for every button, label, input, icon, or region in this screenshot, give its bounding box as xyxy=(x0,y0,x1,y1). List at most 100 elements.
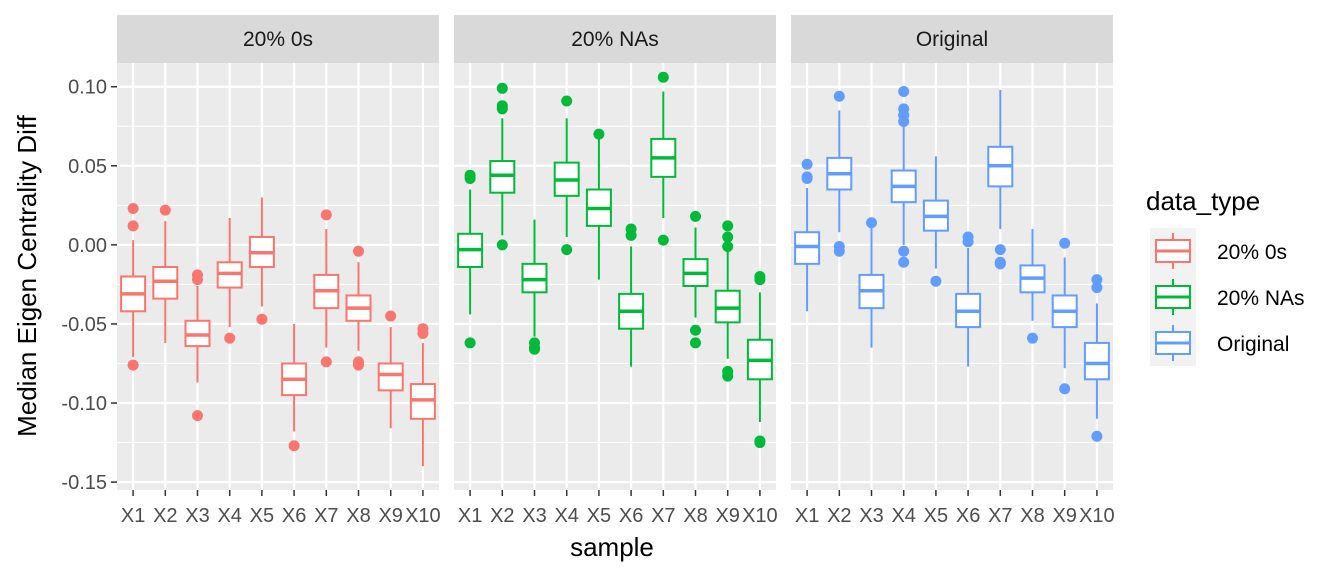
box-X6 xyxy=(281,323,308,452)
box-X6 xyxy=(955,231,982,367)
outlier-point xyxy=(657,71,669,83)
x-tick-label: X3 xyxy=(859,505,883,527)
x-tick-label: X8 xyxy=(683,505,707,527)
legend-label: Original xyxy=(1217,333,1289,356)
box-X4 xyxy=(216,217,243,344)
x-tick-label: X7 xyxy=(314,505,338,527)
outlier-point xyxy=(722,231,734,243)
x-tick-label: X2 xyxy=(490,505,514,527)
panel-background xyxy=(454,63,776,490)
x-tick-label: X9 xyxy=(1052,505,1076,527)
x-tick-label: X10 xyxy=(1079,505,1115,527)
outlier-point xyxy=(722,220,734,232)
outlier-point xyxy=(801,172,813,184)
box-X5 xyxy=(585,128,612,280)
legend-entry: Original xyxy=(1150,320,1289,366)
box-X5 xyxy=(922,156,949,287)
outlier-point xyxy=(930,275,942,287)
facet-strip xyxy=(791,15,1113,63)
facet-strip xyxy=(454,15,776,63)
y-tick-label: -0.05 xyxy=(61,314,107,336)
box-X10 xyxy=(746,271,773,449)
box-iqr xyxy=(377,362,404,392)
box-X6 xyxy=(618,223,645,367)
outlier-point xyxy=(529,343,540,355)
facet-panel: Original X1 X2 X3 X4 X5 X6 X7 X8 X9 X10 xyxy=(791,15,1115,527)
x-tick-label: X1 xyxy=(795,505,819,527)
facet-strip-label: 20% NAs xyxy=(571,28,659,51)
x-tick-label: X10 xyxy=(405,505,441,527)
box-iqr xyxy=(1083,341,1110,381)
x-tick-label: X5 xyxy=(587,505,611,527)
y-axis: -0.15 -0.10 -0.05 0.00 0.05 0.10 xyxy=(61,77,117,494)
outlier-point xyxy=(690,210,701,222)
box-X3 xyxy=(521,219,548,355)
box-X3 xyxy=(184,269,211,422)
outlier-point xyxy=(898,256,910,268)
x-tick-label: X2 xyxy=(827,505,851,527)
outlier-point xyxy=(898,245,910,257)
y-tick-label: 0.10 xyxy=(68,77,107,99)
x-axis-title: sample xyxy=(570,532,654,562)
outlier-point xyxy=(994,258,1006,270)
outlier-point xyxy=(898,85,910,97)
x-tick-label: X7 xyxy=(988,505,1012,527)
x-tick-label: X6 xyxy=(956,505,980,527)
outlier-point xyxy=(833,245,845,257)
outlier-point xyxy=(288,440,300,452)
x-tick-label: X8 xyxy=(1020,505,1044,527)
outlier-point xyxy=(464,337,476,349)
outlier-point xyxy=(1091,430,1103,442)
x-tick-label: X9 xyxy=(378,505,402,527)
legend: data_type 20% 0s 20% NAs Original xyxy=(1146,186,1305,366)
x-tick-label: X2 xyxy=(153,505,177,527)
outlier-point xyxy=(127,359,139,371)
outlier-point xyxy=(1059,383,1071,395)
x-tick-label: X4 xyxy=(891,505,915,527)
box-X1 xyxy=(794,158,821,312)
box-X8 xyxy=(1019,229,1046,344)
outlier-point xyxy=(1027,332,1038,344)
outlier-point xyxy=(657,234,669,246)
outlier-point xyxy=(320,356,332,368)
box-X9 xyxy=(377,310,404,429)
facet-strip-label: Original xyxy=(916,28,988,51)
box-X7 xyxy=(313,209,340,368)
outlier-point xyxy=(496,103,508,115)
outlier-point xyxy=(159,204,171,216)
box-X7 xyxy=(987,89,1014,270)
outlier-point xyxy=(417,327,429,339)
box-X7 xyxy=(650,71,677,246)
outlier-point xyxy=(722,240,734,252)
outlier-point xyxy=(192,274,203,286)
outlier-point xyxy=(1091,282,1103,294)
y-tick-label: 0.05 xyxy=(68,156,107,178)
outlier-point xyxy=(496,239,508,251)
box-X5 xyxy=(248,197,275,325)
outlier-point xyxy=(496,82,508,94)
box-X8 xyxy=(345,245,372,371)
outlier-point xyxy=(127,220,139,232)
outlier-point xyxy=(754,274,766,286)
box-X4 xyxy=(553,95,580,256)
x-tick-label: X6 xyxy=(619,505,643,527)
x-tick-label: X1 xyxy=(458,505,482,527)
legend-keys: 20% 0s 20% NAs Original xyxy=(1150,228,1305,366)
legend-entry: 20% 0s xyxy=(1150,228,1287,274)
outlier-point xyxy=(256,313,268,325)
outlier-point xyxy=(690,337,701,349)
outlier-point xyxy=(1059,237,1071,249)
facet-strip-label: 20% 0s xyxy=(243,28,313,51)
outlier-point xyxy=(1091,274,1103,286)
outlier-point xyxy=(866,217,877,229)
box-X10 xyxy=(409,323,436,467)
outlier-point xyxy=(801,158,813,170)
x-tick-label: X8 xyxy=(346,505,370,527)
outlier-point xyxy=(320,209,332,221)
facet-panel: 20% NAs X1 X2 X3 X4 X5 X6 X7 X8 X9 X10 xyxy=(454,15,778,527)
x-tick-label: X4 xyxy=(554,505,578,527)
x-tick-label: X5 xyxy=(924,505,948,527)
outlier-point xyxy=(625,229,637,241)
